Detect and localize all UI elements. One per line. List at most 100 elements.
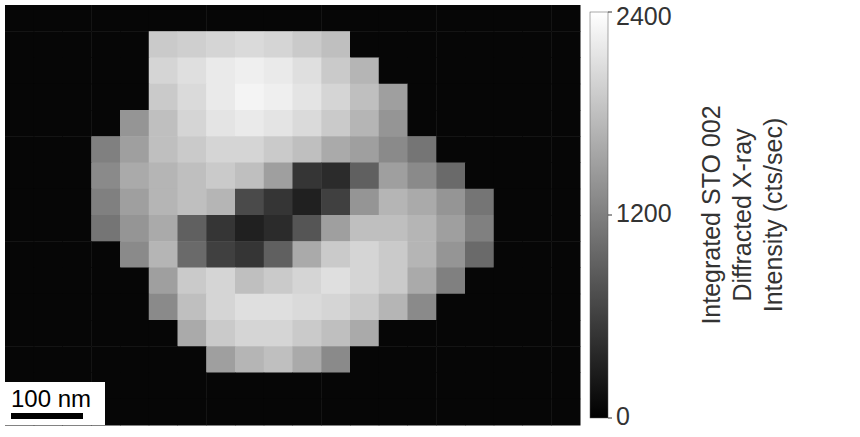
cell	[149, 268, 178, 295]
cell	[350, 268, 379, 295]
cell	[523, 215, 552, 242]
cell	[523, 294, 552, 321]
cell	[465, 320, 494, 347]
cell	[34, 241, 63, 268]
cell	[34, 189, 63, 216]
cell	[178, 373, 207, 400]
cell	[494, 5, 523, 32]
cell	[321, 268, 350, 295]
cell	[91, 163, 120, 190]
colorbar-tick-label: 0	[616, 402, 630, 430]
cell	[264, 31, 293, 58]
cell	[494, 320, 523, 347]
cell	[321, 31, 350, 58]
cell	[551, 399, 580, 426]
cell	[465, 58, 494, 85]
cell	[494, 346, 523, 373]
cell	[494, 294, 523, 321]
scale-bar-line	[11, 413, 83, 419]
cell	[436, 215, 465, 242]
cell	[350, 58, 379, 85]
cell	[523, 5, 552, 32]
cell	[321, 136, 350, 163]
cell	[206, 110, 235, 137]
cell	[293, 58, 322, 85]
cell	[321, 399, 350, 426]
cell	[551, 320, 580, 347]
cell	[379, 163, 408, 190]
cell	[120, 346, 149, 373]
cell	[5, 268, 34, 295]
cell	[379, 346, 408, 373]
cell	[5, 346, 34, 373]
cell	[551, 346, 580, 373]
cell	[408, 163, 437, 190]
cell	[264, 163, 293, 190]
cell	[120, 110, 149, 137]
colorbar	[590, 12, 608, 418]
cell	[293, 320, 322, 347]
cell	[63, 215, 92, 242]
cell	[293, 373, 322, 400]
cell	[551, 163, 580, 190]
cell	[120, 5, 149, 32]
cell	[149, 399, 178, 426]
cell	[350, 84, 379, 111]
colorbar-label: Intensity (cts/sec)	[759, 118, 787, 313]
cell	[551, 294, 580, 321]
cell	[293, 268, 322, 295]
cell	[91, 5, 120, 32]
cell	[178, 268, 207, 295]
cell	[293, 346, 322, 373]
cell	[120, 215, 149, 242]
cell	[178, 294, 207, 321]
cell	[465, 346, 494, 373]
cell	[350, 136, 379, 163]
cell	[120, 268, 149, 295]
cell	[379, 84, 408, 111]
cell	[91, 189, 120, 216]
cell	[91, 136, 120, 163]
cell	[379, 320, 408, 347]
cell	[436, 58, 465, 85]
cell	[235, 58, 264, 85]
cell	[91, 320, 120, 347]
cell	[350, 346, 379, 373]
cell	[321, 163, 350, 190]
cell	[34, 84, 63, 111]
cell	[63, 294, 92, 321]
cell	[523, 241, 552, 268]
cell	[206, 346, 235, 373]
cell	[63, 163, 92, 190]
cell	[34, 136, 63, 163]
cell	[494, 241, 523, 268]
cell	[5, 189, 34, 216]
cell	[120, 399, 149, 426]
cell	[264, 373, 293, 400]
cell	[523, 110, 552, 137]
cell	[350, 399, 379, 426]
cell	[523, 399, 552, 426]
cell	[91, 268, 120, 295]
cell	[149, 294, 178, 321]
cell	[91, 294, 120, 321]
cell	[235, 84, 264, 111]
cell	[235, 136, 264, 163]
cell	[350, 31, 379, 58]
cell	[321, 58, 350, 85]
cell	[321, 189, 350, 216]
cell	[5, 136, 34, 163]
cell	[436, 110, 465, 137]
scale-bar-label: 100 nm	[11, 385, 91, 412]
colorbar-label: Diffracted X-ray	[728, 128, 756, 302]
cell	[523, 189, 552, 216]
cell	[379, 373, 408, 400]
cell	[34, 163, 63, 190]
cell	[34, 5, 63, 32]
cell	[293, 31, 322, 58]
cell	[120, 84, 149, 111]
cell	[178, 215, 207, 242]
cell	[494, 136, 523, 163]
cell	[264, 189, 293, 216]
cell	[178, 5, 207, 32]
